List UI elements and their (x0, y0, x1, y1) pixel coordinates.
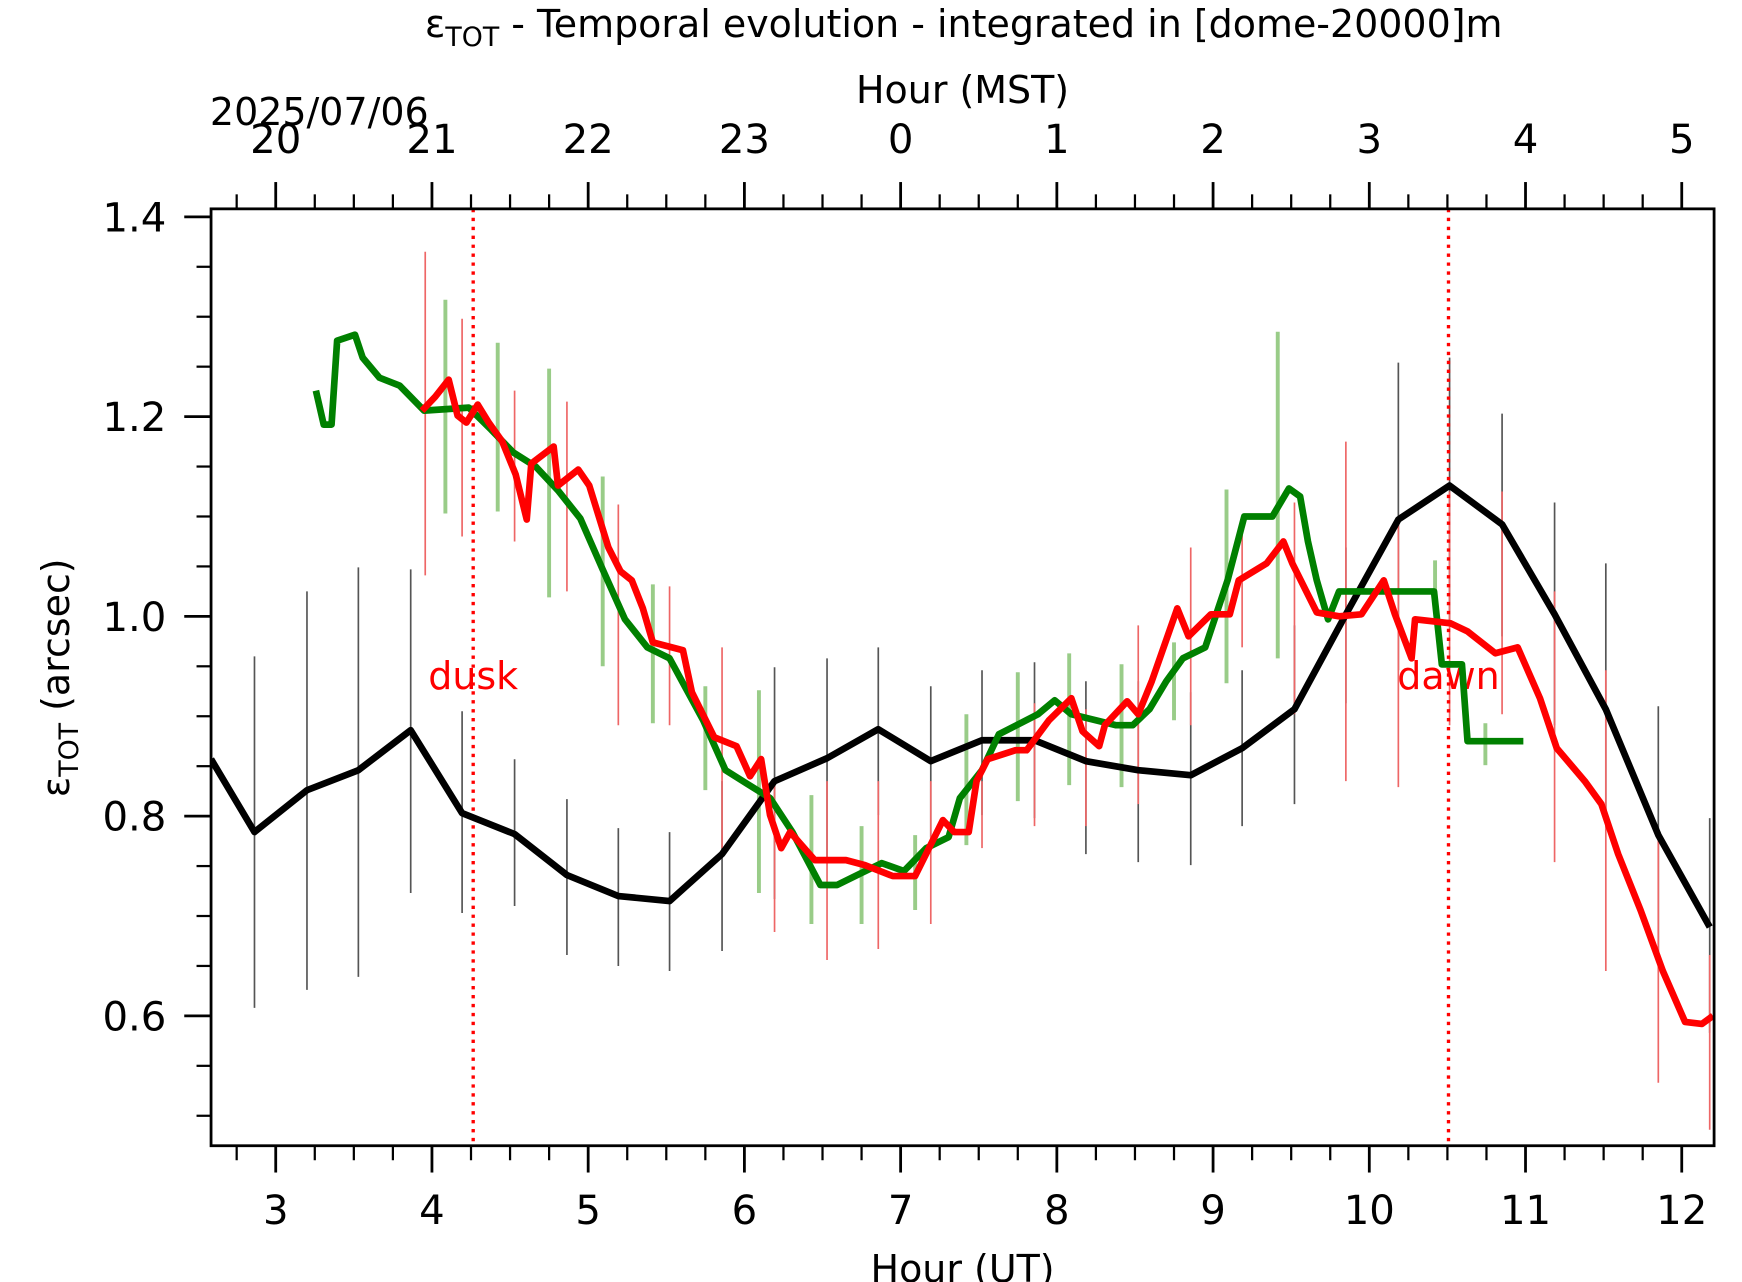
ylabel-subscript: TOT (54, 722, 85, 777)
x-tick-label: 7 (888, 1188, 914, 1234)
x2-tick-label: 0 (888, 117, 914, 163)
chart-title: εTOT - Temporal evolution - integrated i… (425, 2, 1503, 53)
series-line (211, 482, 1713, 929)
x-tick-label: 10 (1344, 1188, 1395, 1234)
y-tick-label: 0.6 (102, 994, 166, 1040)
annotation-label: dusk (428, 654, 518, 698)
x-tick-label: 12 (1656, 1188, 1707, 1234)
title-symbol: ε (425, 2, 446, 46)
x-axis-label: Hour (UT) (871, 1247, 1055, 1282)
y-axis-label: εTOT (arcsec) (34, 558, 85, 797)
x2-tick-label: 22 (563, 117, 614, 163)
x-tick-label: 6 (732, 1188, 758, 1234)
x2-tick-label: 4 (1513, 117, 1539, 163)
y-tick-label: 1.4 (102, 195, 166, 241)
plot-area: dusk dawn (211, 208, 1715, 1146)
y-tick-label: 1.2 (102, 395, 166, 441)
x-tick-label: 3 (263, 1188, 289, 1234)
x-tick-label: 5 (575, 1188, 601, 1234)
title-subscript: TOT (444, 22, 499, 53)
y-tick-label: 0.8 (102, 795, 166, 841)
y-tick-label: 1.0 (102, 595, 166, 641)
x2-tick-label: 20 (250, 117, 301, 163)
x2-tick-label: 21 (406, 117, 457, 163)
x2-tick-label: 5 (1669, 117, 1695, 163)
ylabel-text: (arcsec) (34, 558, 78, 723)
x-tick-label: 8 (1044, 1188, 1070, 1234)
x2-tick-label: 2 (1200, 117, 1226, 163)
plot-frame (209, 207, 1716, 1148)
x-tick-label: 9 (1200, 1188, 1226, 1234)
x-tick-label: 11 (1500, 1188, 1551, 1234)
x2-axis-label: Hour (MST) (856, 68, 1069, 112)
x-tick-label: 4 (419, 1188, 445, 1234)
series-line (419, 376, 1715, 1028)
date-label: 2025/07/06 (210, 90, 429, 134)
x2-tick-label: 23 (719, 117, 770, 163)
title-text: - Temporal evolution - integrated in [do… (499, 2, 1502, 46)
x2-tick-label: 3 (1357, 117, 1383, 163)
series-line (312, 331, 1524, 889)
x2-tick-label: 1 (1044, 117, 1070, 163)
ylabel-symbol: ε (34, 777, 78, 798)
